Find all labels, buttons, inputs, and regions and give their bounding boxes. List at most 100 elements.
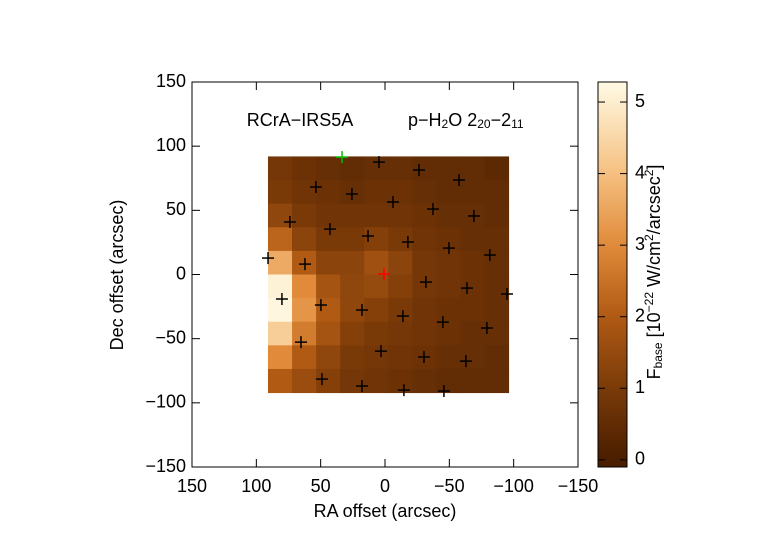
heatmap-cell	[412, 298, 437, 323]
chart-subtitle: p−H2O 220−211	[408, 110, 524, 131]
heatmap-cell	[460, 156, 486, 181]
colorbar-tick-label: 1	[635, 377, 645, 397]
heatmap-cell	[267, 274, 293, 299]
heatmap-cell	[412, 156, 437, 181]
x-tick-label: 0	[380, 476, 390, 496]
x-tick-label: −100	[493, 476, 534, 496]
position-marker	[412, 164, 425, 177]
position-marker	[372, 156, 385, 169]
heatmap-cell	[292, 298, 317, 323]
y-tick-label: 0	[176, 263, 186, 283]
colorbar-label-part: 2	[642, 169, 656, 176]
position-marker	[500, 288, 513, 301]
colorbar-label-part: −22	[642, 292, 656, 313]
heatmap-cell	[316, 274, 341, 299]
heatmap-cell	[267, 180, 293, 205]
heatmap-cell	[364, 180, 389, 205]
position-marker	[467, 209, 480, 222]
heatmap-cell	[292, 227, 317, 252]
x-tick-label: 50	[311, 476, 331, 496]
heatmap-cell	[484, 274, 510, 299]
heatmap-cell	[340, 156, 365, 181]
heatmap-cell	[340, 345, 365, 370]
position-marker	[323, 223, 336, 236]
position-marker	[275, 293, 288, 306]
heatmap-cell	[436, 203, 461, 228]
colorbar-tick-label: 2	[635, 305, 645, 325]
heatmap-cell	[484, 368, 510, 394]
position-marker	[437, 385, 450, 398]
heatmap-cell	[460, 250, 486, 275]
heatmap-cell	[388, 180, 413, 205]
heatmap-cell	[460, 298, 486, 323]
subtitle-part: 11	[511, 117, 524, 131]
colorbar-tick-label: 5	[635, 91, 645, 111]
heatmap-cell	[436, 274, 461, 299]
chart-title: RCrA−IRS5A	[247, 110, 354, 130]
heatmap-cell	[388, 298, 413, 323]
heatmap-cell	[340, 250, 365, 275]
position-marker	[386, 195, 399, 208]
heatmap-cell	[460, 227, 486, 252]
position-marker	[315, 373, 328, 386]
heatmap-cell	[388, 203, 413, 228]
heatmap-cell	[267, 298, 293, 323]
y-tick-label: −100	[145, 392, 186, 412]
heatmap-cell	[364, 368, 389, 394]
heatmap-cell	[267, 368, 293, 394]
heatmap-cell	[316, 180, 341, 205]
heatmap-cell	[340, 274, 365, 299]
x-tick-label: 150	[177, 476, 207, 496]
heatmap-cell	[364, 321, 389, 346]
y-tick-label: −50	[155, 327, 186, 347]
heatmap-cell	[436, 156, 461, 181]
subtitle-part: 20	[477, 117, 491, 131]
colorbar-tick-label: 0	[635, 449, 645, 469]
position-marker	[417, 351, 430, 364]
colorbar-tick-label: 4	[635, 162, 645, 182]
heatmap-cell	[316, 298, 341, 323]
colorbar-label-part: F	[644, 368, 664, 379]
position-marker	[459, 355, 472, 368]
colorbar-label-part: W/cm	[644, 241, 664, 292]
colorbar-label-part: /arcsec	[644, 176, 664, 234]
heatmap-cell	[292, 345, 317, 370]
heatmap-cell	[340, 321, 365, 346]
heatmap-cell	[484, 227, 510, 252]
heatmap-cell	[267, 203, 293, 228]
heatmap-cell	[364, 203, 389, 228]
heatmap-cell	[316, 368, 341, 394]
position-marker	[298, 258, 311, 271]
heatmap-cell	[460, 321, 486, 346]
heatmap-cell	[364, 156, 389, 181]
heatmap-cell	[292, 368, 317, 394]
heatmap-cell	[388, 345, 413, 370]
colorbar-label-part: [10	[644, 312, 664, 342]
x-tick-label: −50	[434, 476, 465, 496]
subtitle-part: O 2	[448, 110, 477, 130]
position-marker	[452, 174, 465, 187]
heatmap-cell	[267, 321, 293, 346]
heatmap-cell	[316, 321, 341, 346]
heatmap-cell	[340, 368, 365, 394]
position-marker	[480, 322, 493, 335]
heatmap-cell	[484, 298, 510, 323]
heatmap-cell	[460, 180, 486, 205]
position-marker	[426, 203, 439, 216]
heatmap-cell	[484, 180, 510, 205]
position-marker	[442, 242, 455, 255]
heatmap-cell	[484, 156, 510, 181]
subtitle-part: p−H	[408, 110, 442, 130]
heatmap-cell	[412, 368, 437, 394]
position-marker	[377, 267, 390, 280]
position-marker	[355, 304, 368, 317]
heatmap-cell	[267, 156, 293, 181]
heatmap-cell	[412, 227, 437, 252]
heatmap-cell	[436, 250, 461, 275]
position-marker	[436, 316, 449, 329]
heatmap-cell	[364, 345, 389, 370]
heatmap-cell	[460, 345, 486, 370]
colorbar-tick-label: 3	[635, 234, 645, 254]
heatmap-cell	[292, 203, 317, 228]
